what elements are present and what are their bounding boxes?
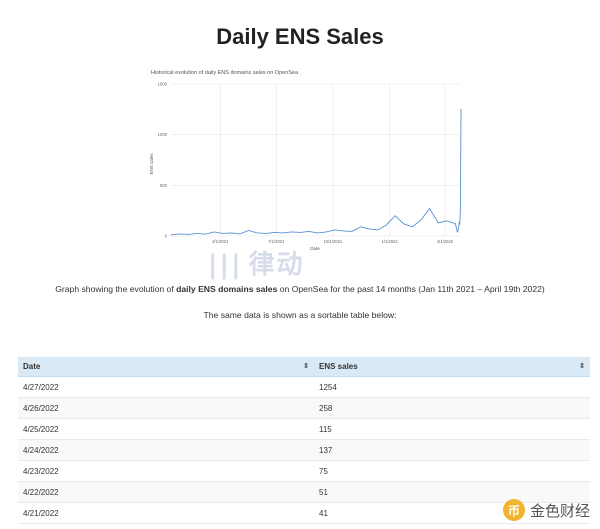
cell-date: 4/22/2022 (18, 481, 314, 503)
x-axis-label: Date (310, 246, 320, 251)
y-axis-label: ENS sales (149, 153, 154, 175)
caption-text-bold: daily ENS domains sales (176, 284, 278, 294)
caption-text-before: Graph showing the evolution of (55, 284, 177, 294)
column-header-date-label: Date (23, 362, 41, 371)
brand-logo-text: 金色财经 (529, 501, 590, 520)
table-row: 4/26/2022 258 (18, 397, 590, 419)
y-tick-label: 1000 (158, 132, 168, 137)
table-row: 4/23/2022 75 (18, 460, 590, 482)
y-tick-label: 500 (160, 183, 168, 188)
column-header-date[interactable]: Date ⇕ (18, 357, 314, 377)
y-tick-label: 1500 (158, 82, 168, 87)
x-tick-label: 10/1/2021 (324, 239, 343, 244)
table-row: 4/22/2022 51 (18, 481, 590, 503)
watermark-text: 律动 (248, 250, 305, 280)
cell-ens-sales: 75 (314, 460, 590, 482)
cell-date: 4/21/2022 (18, 502, 314, 524)
series-line (170, 108, 462, 236)
table-row: 4/27/2022 1254 (18, 376, 590, 398)
cell-ens-sales: 115 (314, 418, 590, 440)
cell-date: 4/24/2022 (18, 439, 314, 461)
x-tick-label: 4/1/2022 (437, 239, 454, 244)
x-tick-label: 7/1/2021 (268, 239, 285, 244)
ens-sales-line-chart: Historical evolution of daily ENS domain… (149, 70, 462, 251)
cell-date: 4/23/2022 (18, 460, 314, 482)
column-header-ens-sales[interactable]: ENS sales ⇕ (314, 357, 590, 377)
coin-logo-icon: 币 (502, 499, 525, 521)
chart-caption: Graph showing the evolution of daily ENS… (0, 284, 600, 294)
cell-ens-sales: 51 (314, 481, 590, 503)
sort-icon[interactable]: ⇕ (303, 363, 309, 370)
watermark-bars-icon: ||| (208, 250, 243, 280)
page-title: Daily ENS Sales (216, 24, 384, 49)
cell-ens-sales: 258 (314, 397, 590, 419)
ens-sales-chart: Historical evolution of daily ENS domain… (145, 64, 465, 254)
cell-date: 4/27/2022 (18, 376, 314, 398)
table-header-row: Date ⇕ ENS sales ⇕ (18, 357, 590, 377)
y-tick-label: 0 (165, 234, 168, 239)
x-tick-label: 4/1/2021 (212, 239, 229, 244)
sort-icon[interactable]: ⇕ (579, 363, 585, 370)
table-row: 4/24/2022 137 (18, 439, 590, 461)
x-tick-label: 1/1/2022 (381, 239, 398, 244)
column-header-ens-sales-label: ENS sales (319, 362, 358, 371)
table-row: 4/25/2022 115 (18, 418, 590, 440)
watermark: ||| 律动 (208, 244, 305, 281)
caption-text-after: on OpenSea for the past 14 months (Jan 1… (277, 284, 545, 294)
cell-ens-sales: 137 (314, 439, 590, 461)
cell-date: 4/26/2022 (18, 397, 314, 419)
ens-sales-table: Date ⇕ ENS sales ⇕ 4/27/2022 1254 4/26/2… (18, 357, 590, 524)
cell-ens-sales: 1254 (314, 376, 590, 398)
table-intro-text: The same data is shown as a sortable tab… (203, 310, 397, 320)
brand-logo: 币 金色财经 (502, 499, 590, 521)
cell-date: 4/25/2022 (18, 418, 314, 440)
chart-title: Historical evolution of daily ENS domain… (151, 70, 299, 76)
